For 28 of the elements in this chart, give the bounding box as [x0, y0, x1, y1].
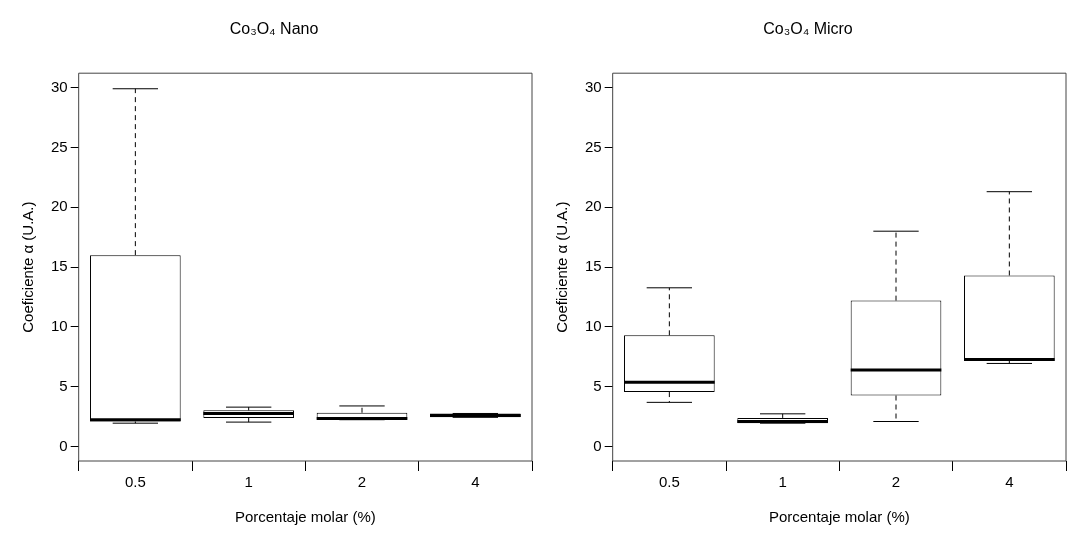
- x-tick-label: 1: [244, 473, 253, 491]
- x-tick-label: 2: [357, 473, 367, 491]
- y-tick-label: 15: [585, 257, 602, 275]
- x-axis-title: Porcentaje molar (%): [234, 508, 376, 526]
- y-tick-label: 10: [51, 317, 68, 335]
- y-tick-label: 0: [59, 436, 68, 454]
- x-tick-label: 1: [778, 473, 787, 491]
- y-tick-label: 25: [585, 137, 602, 155]
- y-tick-label: 5: [593, 376, 602, 394]
- y-tick-label: 30: [585, 77, 602, 95]
- x-tick-label: 2: [891, 473, 901, 491]
- x-tick-label: 4: [1005, 473, 1014, 491]
- x-axis-title: Porcentaje molar (%): [768, 508, 910, 526]
- y-tick-label: 5: [59, 376, 68, 394]
- y-tick-label: 10: [585, 317, 602, 335]
- y-axis-title: Coeficiente α (U.A.): [19, 201, 37, 333]
- chart-title: Co₃O₄ Nano: [229, 20, 319, 38]
- y-tick-label: 30: [51, 77, 68, 95]
- x-tick-label: 0.5: [124, 473, 146, 491]
- y-tick-label: 0: [593, 436, 602, 454]
- y-tick-label: 25: [51, 137, 68, 155]
- y-tick-label: 20: [51, 197, 68, 215]
- y-tick-label: 15: [51, 257, 68, 275]
- x-tick-label: 0.5: [658, 473, 680, 491]
- y-axis-title: Coeficiente α (U.A.): [553, 201, 571, 333]
- y-tick-label: 20: [585, 197, 602, 215]
- chart-title: Co₃O₄ Micro: [763, 20, 853, 38]
- x-tick-label: 4: [471, 473, 480, 491]
